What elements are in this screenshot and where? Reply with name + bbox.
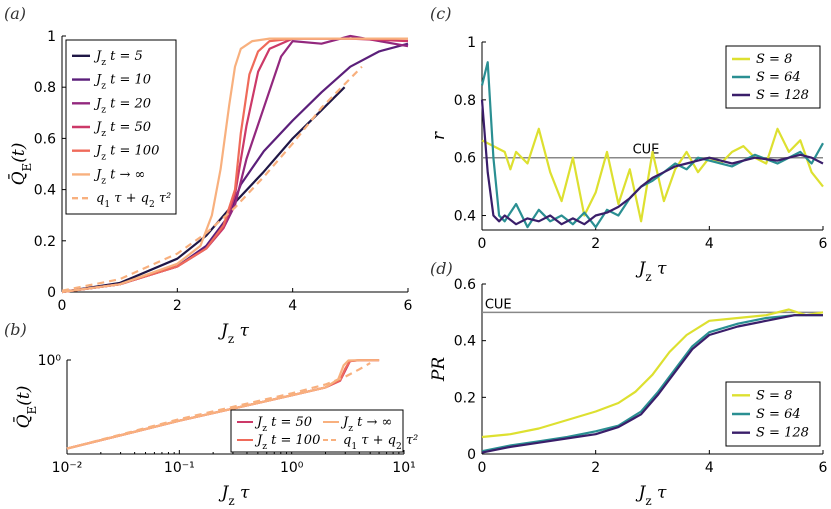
x-axis-label-c: Jz τ	[636, 259, 667, 284]
x-tick-label-a: 2	[173, 298, 182, 314]
x-tick-label-c: 6	[819, 236, 828, 252]
x-tick-label-c: 0	[478, 236, 487, 252]
chart-d: 0 2 4 6 0 0.2 0.4 0.6 Jz τ PR CUE S = 8 S = 64 S = 12…	[429, 277, 828, 508]
y-tick-label-c: 0.6	[454, 151, 476, 167]
series-line-c-0	[481, 127, 824, 223]
y-tick-label-b: 10⁰	[38, 353, 62, 369]
y-axis-label-b: Q̄E(t)	[12, 386, 39, 429]
legend-label-c: S = 64	[756, 70, 801, 85]
legend-label-b: q1 τ + q2 τ²	[343, 433, 418, 452]
series-line-d-1	[481, 314, 823, 453]
y-tick-label-c: 0.4	[454, 209, 476, 225]
chart-panels: 0 2 4 6 0 0.2 0.4 0.6 0.8 1 Jz τ Q̄E(t) Jz t = 5 Jz t…	[7, 29, 828, 508]
x-tick-label-b: 10⁻¹	[164, 460, 195, 476]
legend-box-c	[725, 45, 821, 109]
y-tick-label-a: 0.4	[34, 183, 56, 199]
legend-label-d: S = 128	[756, 426, 809, 441]
x-tick-label-d: 2	[591, 460, 600, 476]
series-line-a-6	[61, 65, 363, 292]
y-tick-label-c: 1	[467, 35, 476, 51]
legend-label-a: Jz t = 20	[93, 96, 151, 115]
y-axis-label-d: PR	[429, 357, 449, 382]
series-line-c-2	[480, 99, 824, 226]
legend-label-a: Jz t → ∞	[93, 167, 145, 186]
legend-box-a	[65, 39, 177, 215]
panel-label-a: (a)	[4, 4, 26, 23]
y-tick-label-a: 0.8	[34, 80, 56, 96]
x-tick-label-a: 0	[58, 298, 67, 314]
legend-label-a: Jz t = 100	[93, 144, 159, 163]
y-tick-label-d: 0.4	[454, 334, 476, 350]
panel-label-b: (b)	[4, 320, 27, 339]
x-tick-label-b: 10⁰	[280, 460, 304, 476]
x-tick-label-c: 4	[705, 236, 714, 252]
y-axis-label-a: Q̄E(t)	[7, 143, 34, 186]
legend-label-a: Jz t = 5	[93, 49, 143, 68]
chart-a: 0 2 4 6 0 0.2 0.4 0.6 0.8 1 Jz τ Q̄E(t) Jz t = 5 Jz t…	[7, 29, 413, 346]
x-tick-label-a: 6	[404, 298, 413, 314]
x-tick-label-c: 2	[591, 236, 600, 252]
legend-label-b: Jz t = 100	[254, 433, 320, 452]
x-axis-label-b: Jz τ	[219, 483, 250, 508]
legend-label-d: S = 64	[756, 407, 801, 422]
y-tick-label-a: 0	[47, 285, 56, 301]
panel-label-c: (c)	[430, 4, 451, 23]
legend-label-c: S = 128	[756, 88, 809, 103]
y-tick-label-a: 0.2	[34, 234, 56, 250]
x-tick-label-d: 4	[705, 460, 714, 476]
legend-label-b: Jz t → ∞	[340, 415, 392, 434]
series-line-b-3	[66, 362, 371, 450]
y-tick-label-a: 0.6	[34, 131, 56, 147]
series-line-d-2	[481, 314, 823, 454]
cue-label-c: CUE	[633, 143, 660, 158]
x-tick-label-b: 10¹	[392, 460, 415, 476]
chart-c: 0 2 4 6 0.4 0.6 0.8 1 Jz τ r CUE S = 8 S = 64 S = 128	[429, 35, 828, 284]
series-line-d-0	[481, 308, 824, 439]
y-axis-label-c: r	[429, 131, 449, 140]
panel-label-d: (d)	[430, 259, 453, 278]
y-tick-label-d: 0.6	[454, 277, 476, 293]
series-line-a-5	[61, 37, 408, 294]
x-axis-label-d: Jz τ	[636, 483, 667, 508]
y-tick-label-c: 0.8	[454, 93, 476, 109]
x-tick-label-d: 6	[819, 460, 828, 476]
x-tick-label-d: 0	[478, 460, 487, 476]
y-tick-label-a: 1	[47, 29, 56, 45]
legend-label-a: Jz t = 50	[93, 120, 151, 139]
legend-label-b: Jz t = 50	[254, 415, 312, 434]
legend-label-a: q1 τ + q2 τ²	[96, 191, 171, 210]
x-axis-label-a: Jz τ	[218, 321, 249, 346]
legend-box-b	[230, 409, 404, 453]
cue-label-d: CUE	[485, 297, 512, 312]
y-tick-label-d: 0.2	[454, 390, 476, 406]
y-tick-label-d: 0	[467, 447, 476, 463]
legend-label-d: S = 8	[756, 388, 792, 403]
x-tick-label-b: 10⁻²	[52, 460, 83, 476]
x-tick-label-a: 4	[288, 298, 297, 314]
legend-label-c: S = 8	[756, 52, 792, 67]
legend-label-a: Jz t = 10	[93, 73, 151, 92]
